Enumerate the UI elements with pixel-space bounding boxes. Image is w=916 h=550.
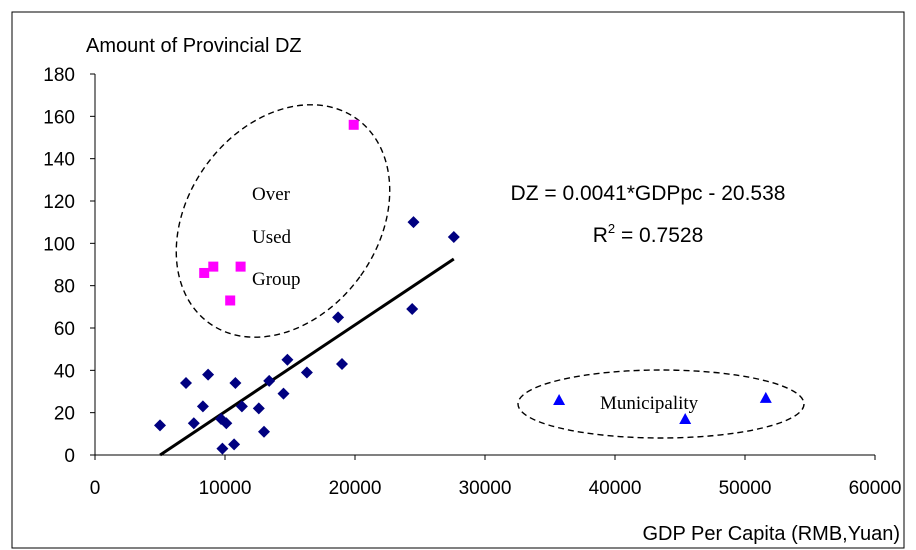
data-point-diamond bbox=[235, 400, 248, 413]
data-point-diamond bbox=[263, 374, 276, 387]
data-point-triangle bbox=[679, 413, 692, 425]
trendline-group bbox=[159, 257, 455, 457]
data-point-square bbox=[235, 261, 246, 272]
municipality-label: Municipality bbox=[600, 393, 699, 414]
data-point-diamond bbox=[447, 230, 460, 243]
r-squared-exp: 2 bbox=[608, 221, 615, 236]
data-point-diamond bbox=[332, 311, 345, 324]
data-point-diamond bbox=[187, 417, 200, 430]
r-squared-base: R bbox=[593, 224, 608, 247]
x-tick-label: 60000 bbox=[849, 478, 902, 499]
trendline bbox=[159, 257, 455, 457]
r-squared-value: = 0.7528 bbox=[615, 224, 703, 247]
data-point-diamond bbox=[258, 425, 270, 438]
data-point-diamond bbox=[300, 366, 313, 379]
y-tick-label: 120 bbox=[43, 192, 75, 213]
data-point-diamond bbox=[229, 377, 242, 390]
y-tick-label: 160 bbox=[43, 107, 75, 128]
data-point-diamond bbox=[196, 400, 209, 413]
data-point-square bbox=[348, 119, 359, 130]
y-tick-label: 0 bbox=[64, 446, 75, 467]
y-tick-label: 20 bbox=[54, 404, 75, 425]
y-tick-label: 60 bbox=[54, 319, 75, 340]
data-point-diamond bbox=[407, 216, 420, 229]
data-point-diamond bbox=[252, 402, 265, 415]
data-point-triangle bbox=[553, 393, 566, 405]
x-tick-label: 30000 bbox=[459, 478, 512, 499]
y-axis-label: Amount of Provincial DZ bbox=[86, 35, 302, 57]
x-tick-label: 20000 bbox=[329, 478, 382, 499]
regression-equation: DZ = 0.0041*GDPpc - 20.538 bbox=[511, 182, 786, 205]
y-tick-label: 40 bbox=[54, 361, 75, 382]
y-tick-label: 180 bbox=[43, 65, 75, 86]
chart-frame bbox=[11, 11, 905, 549]
points-group bbox=[154, 119, 772, 455]
over-used-label-line2: Used bbox=[252, 227, 292, 248]
x-tick-label: 40000 bbox=[589, 478, 642, 499]
over-used-label-line1: Over bbox=[252, 184, 291, 205]
data-point-square bbox=[199, 267, 210, 278]
data-point-square bbox=[208, 261, 219, 272]
x-axis-label: GDP Per Capita (RMB,Yuan) bbox=[642, 523, 900, 545]
data-point-diamond bbox=[281, 353, 294, 366]
axes: 0 20 40 60 80 100 120 140 160 180 0 10000 20000 30000… bbox=[43, 65, 901, 499]
data-point-diamond bbox=[220, 417, 233, 430]
data-point-square bbox=[225, 295, 236, 306]
x-tick-label: 50000 bbox=[719, 478, 772, 499]
data-point-diamond bbox=[277, 387, 290, 400]
data-point-diamond bbox=[202, 368, 215, 381]
x-tick-label: 0 bbox=[90, 478, 101, 499]
x-tick-label: 10000 bbox=[199, 478, 252, 499]
over-used-label-line3: Group bbox=[252, 269, 301, 290]
data-point-diamond bbox=[180, 377, 192, 390]
y-tick-label: 140 bbox=[43, 150, 75, 171]
data-point-triangle bbox=[759, 391, 772, 403]
r-squared: R2 = 0.7528 bbox=[593, 221, 704, 247]
data-point-diamond bbox=[336, 357, 348, 370]
data-point-diamond bbox=[216, 442, 229, 455]
y-tick-label: 100 bbox=[43, 234, 75, 255]
municipality-ellipse bbox=[517, 369, 805, 439]
data-point-diamond bbox=[154, 419, 166, 432]
y-tick-label: 80 bbox=[54, 277, 75, 298]
data-point-diamond bbox=[406, 302, 419, 315]
data-point-diamond bbox=[228, 438, 241, 451]
